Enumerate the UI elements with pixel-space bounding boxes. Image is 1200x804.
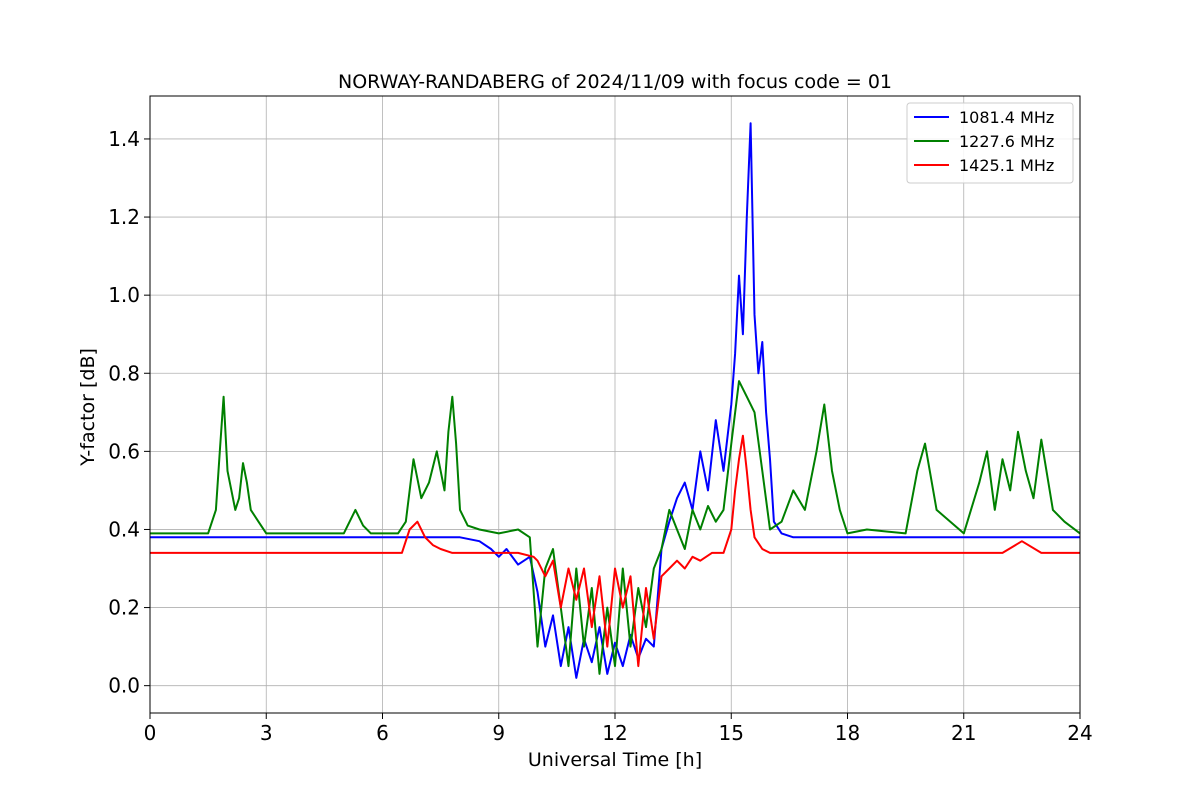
series-line-3 (150, 434, 1080, 668)
y-tick-label: 0.4 (108, 517, 140, 541)
tick-layer: 0 3 6 9 12 15 18 21 24 0.0 0.2 0.4 0.6 0.8 1.0 1.2 1.4 (108, 127, 1093, 745)
series-line-2 (150, 380, 1081, 675)
x-tick-label: 21 (951, 721, 976, 745)
y-tick-label: 1.2 (108, 205, 140, 229)
legend-label: 1425.1 MHz (959, 156, 1054, 175)
legend-box (906, 102, 1074, 184)
y-tick-label: 1.4 (108, 127, 140, 151)
x-tick-label: 24 (1067, 721, 1092, 745)
x-tick-label: 15 (719, 721, 744, 745)
legend-label: 1227.6 MHz (959, 132, 1054, 151)
x-tick-label: 18 (835, 721, 860, 745)
y-tick-label: 0.6 (108, 439, 140, 463)
x-tick-label: 9 (492, 721, 505, 745)
grid-layer (149, 96, 1081, 713)
y-tick-label: 1.0 (108, 283, 140, 307)
x-axis-label: Universal Time [h] (528, 749, 702, 771)
series-layer (150, 122, 1081, 679)
y-tick-label: 0.8 (108, 361, 140, 385)
y-tick-label: 0.0 (108, 674, 140, 698)
x-tick-label: 6 (376, 721, 389, 745)
x-tick-label: 0 (144, 721, 157, 745)
x-tick-label: 12 (602, 721, 627, 745)
legend: 1081.4 MHz 1227.6 MHz 1425.1 MHz (906, 102, 1074, 184)
legend-label: 1081.4 MHz (959, 108, 1054, 127)
y-axis-label: Y-factor [dB] (77, 348, 99, 467)
x-tick-label: 3 (260, 721, 273, 745)
y-tick-label: 0.2 (108, 596, 140, 620)
chart-title: NORWAY-RANDABERG of 2024/11/09 with focu… (338, 71, 892, 93)
